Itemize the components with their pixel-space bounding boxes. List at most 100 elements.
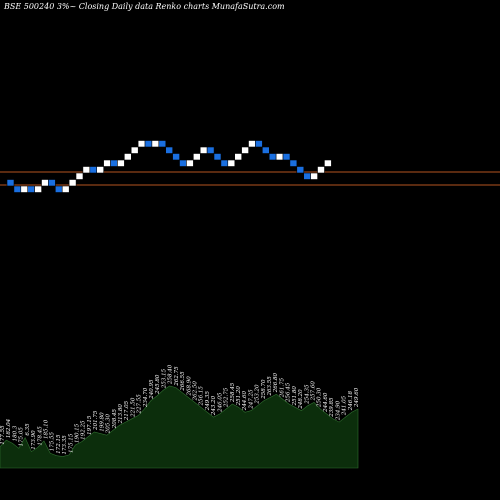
price-label: 199.80 [99, 412, 105, 432]
brick-down [89, 166, 98, 174]
brick-up [275, 153, 284, 161]
brick-down [6, 179, 15, 187]
price-label: 251.20 [236, 386, 242, 407]
brick-up [241, 146, 249, 154]
price-label: 261.75 [279, 377, 285, 398]
price-label: 252.75 [224, 387, 230, 408]
price-label: 221.50 [130, 397, 136, 418]
volume-area [0, 385, 359, 469]
brick-up [324, 159, 332, 167]
volume-area-shape [0, 385, 359, 469]
price-label: 208.45 [112, 409, 118, 430]
brick-down [54, 185, 63, 193]
price-label: 234.90 [335, 400, 341, 421]
price-label: 173.35 [62, 435, 68, 455]
price-label: 6.35 [25, 423, 31, 436]
brick-down [289, 159, 298, 167]
price-label: 253.15 [161, 368, 167, 389]
brick-down [206, 146, 215, 154]
price-label: 227.55 [137, 394, 143, 415]
brick-down [296, 166, 305, 174]
brick-down [220, 159, 229, 167]
price-label: 266.80 [273, 372, 279, 393]
brick-down [179, 159, 187, 167]
price-label: 197.15 [87, 415, 93, 435]
price-label: 258.40 [168, 364, 174, 385]
brick-up [227, 159, 236, 167]
price-label: 247.25 [248, 389, 254, 410]
chart-title: BSE 500240 3%~ Closing Daily data Renko … [3, 2, 285, 11]
brick-up [248, 140, 256, 148]
price-label: 217.05 [124, 400, 130, 421]
price-label: 248.20 [298, 389, 304, 410]
price-label: 180.3 [12, 425, 18, 441]
price-label: 175.15 [68, 433, 74, 453]
brick-up [137, 140, 146, 148]
price-label: 239.85 [329, 397, 335, 418]
brick-up [34, 185, 42, 193]
brick-up [117, 159, 125, 167]
brick-down [261, 146, 270, 154]
brick-up [75, 172, 84, 180]
brick-down [282, 153, 291, 161]
brick-down [48, 179, 56, 187]
brick-up [61, 185, 70, 193]
price-label: 246.05 [217, 392, 223, 413]
price-label: 258.45 [230, 382, 236, 403]
price-label: 234.70 [143, 387, 149, 408]
price-label: 246.18 [348, 390, 354, 411]
price-label: 201.75 [93, 410, 99, 431]
price-label: 256.15 [199, 386, 205, 407]
brick-up [20, 185, 29, 193]
price-label: 177.55 [0, 425, 6, 445]
price-label: 256.45 [286, 382, 292, 403]
renko-bricks [6, 140, 332, 193]
brick-up [151, 140, 160, 148]
price-label: 258.70 [261, 379, 267, 400]
price-label: 243.20 [211, 395, 217, 416]
price-label: 241.05 [342, 395, 348, 416]
price-label: 182.04 [6, 418, 12, 438]
price-label: 172.15 [56, 434, 62, 454]
price-label: 240.95 [149, 379, 155, 400]
brick-up [103, 159, 111, 167]
brick-up [82, 166, 91, 174]
price-label: 185.10 [43, 419, 49, 439]
brick-down [213, 153, 222, 161]
price-label: 268.90 [186, 376, 192, 397]
price-label: 173.90 [31, 430, 37, 450]
brick-up [41, 179, 49, 187]
brick-up [130, 146, 139, 154]
brick-down [165, 146, 173, 154]
price-label: 244.60 [323, 392, 329, 413]
brick-down [27, 185, 36, 193]
brick-down [255, 140, 263, 148]
price-label: 250.30 [317, 387, 323, 408]
brick-down [158, 140, 167, 148]
price-label: 263.55 [267, 376, 273, 397]
brick-up [193, 153, 201, 161]
brick-down [303, 172, 312, 180]
brick-up [317, 166, 325, 174]
price-label: 190.15 [75, 423, 81, 443]
brick-up [124, 153, 132, 161]
brick-up [96, 166, 104, 174]
price-label: 205.30 [106, 413, 112, 434]
price-label: 251.80 [292, 386, 298, 407]
brick-down [268, 153, 277, 161]
price-label: 245.80 [155, 374, 161, 395]
brick-up [310, 172, 318, 180]
price-label: 249.60 [354, 387, 360, 408]
brick-down [144, 140, 153, 148]
price-label: 192.25 [81, 420, 87, 440]
brick-up [186, 159, 194, 167]
price-label: 266.55 [180, 371, 186, 392]
price-label: 244.60 [242, 390, 248, 411]
price-label: 257.60 [311, 381, 317, 402]
price-label: 175.05 [19, 427, 25, 447]
brick-down [13, 185, 22, 193]
price-label: 253.20 [255, 384, 261, 405]
price-label: 262.50 [193, 381, 199, 402]
